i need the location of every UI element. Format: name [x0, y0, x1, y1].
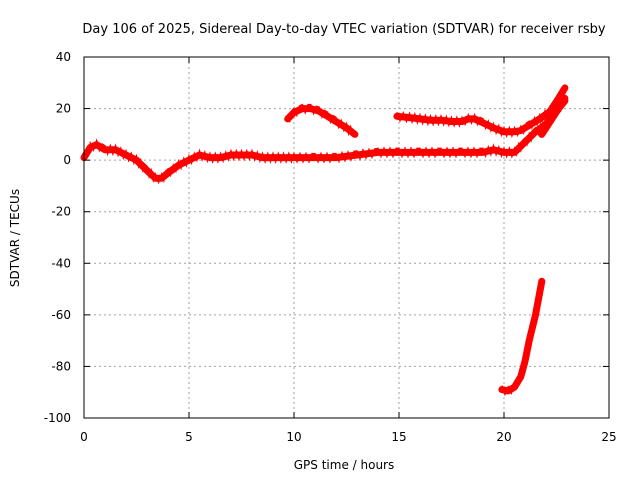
x-tick-label: 20: [496, 430, 511, 444]
series-arc-near-hour-10-line: [286, 103, 354, 137]
y-axis-label: SDTVAR / TECUs: [8, 189, 22, 287]
y-tick-label: -100: [44, 411, 71, 425]
y-tick-label: 20: [56, 102, 71, 116]
series-main-band-line: [83, 96, 564, 185]
series-lines: [80, 84, 569, 397]
y-tick-label: -20: [51, 205, 71, 219]
x-tick-label: 10: [286, 430, 301, 444]
x-tick-label: 25: [601, 430, 616, 444]
x-axis-label: GPS time / hours: [294, 458, 395, 472]
series-right-cluster-line: [541, 99, 564, 137]
series-upper-band-line: [396, 88, 565, 139]
series-upper-band-band: [393, 84, 569, 136]
grid-lines: [84, 57, 609, 418]
x-tick-label: 0: [80, 430, 88, 444]
y-tick-label: -40: [51, 256, 71, 270]
series-lower-branch-line: [501, 280, 542, 397]
x-tick-label: 5: [185, 430, 193, 444]
x-tick-label: 15: [391, 430, 406, 444]
y-tick-label: -60: [51, 308, 71, 322]
plot-frame: [83, 56, 610, 419]
y-tick-label: 40: [56, 50, 71, 64]
y-tick-label: -80: [51, 359, 71, 373]
axis-ticks: 0 5 10 15 20 25 -100 -80 -60 -40 -20 0 20 40: [44, 50, 617, 444]
chart-title: Day 106 of 2025, Sidereal Day-to-day VTE…: [82, 22, 605, 37]
y-tick-label: 0: [63, 153, 71, 167]
